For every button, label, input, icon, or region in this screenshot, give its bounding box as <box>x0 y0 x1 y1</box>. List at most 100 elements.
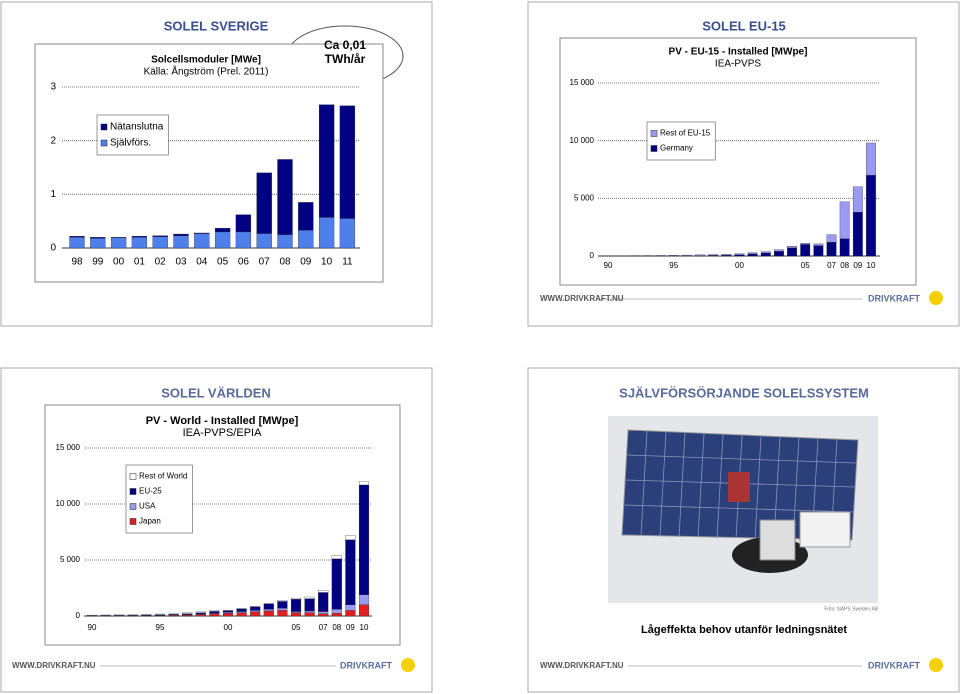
bar <box>214 231 231 249</box>
bar <box>250 611 261 617</box>
bar <box>209 610 220 612</box>
sun-icon <box>929 291 943 305</box>
legend-swatch <box>650 130 658 137</box>
sun-icon <box>401 658 415 672</box>
bar <box>866 175 876 257</box>
y-tick-label: 15 000 <box>570 78 595 87</box>
y-tick-label: 1 <box>50 189 56 200</box>
controller <box>759 519 796 561</box>
bar <box>277 601 288 609</box>
legend-box <box>646 121 716 161</box>
bar <box>173 235 189 249</box>
y-tick-label: 5 000 <box>60 555 81 564</box>
legend-swatch <box>100 139 108 147</box>
chart-title: PV - EU-15 - Installed [MWpe] <box>669 47 808 58</box>
legend-swatch <box>129 503 137 510</box>
bar <box>708 254 719 256</box>
photo-credit: Foto: NAPS Sweden AB <box>824 606 878 612</box>
bar <box>127 614 138 616</box>
legend-box <box>125 464 193 534</box>
x-tick-label: 05 <box>292 623 301 632</box>
bar <box>195 612 206 615</box>
annotation-line: Ca 0,01 <box>324 38 366 52</box>
bar <box>304 612 315 617</box>
bar <box>331 555 342 560</box>
bar <box>114 614 125 616</box>
bar <box>277 608 288 611</box>
legend-swatch <box>650 145 658 152</box>
bar <box>318 592 329 612</box>
x-tick-label: 02 <box>155 257 167 268</box>
x-tick-label: 90 <box>88 623 97 632</box>
footer-url: WWW.DRIVKRAFT.NU <box>540 294 624 303</box>
bar <box>256 172 272 234</box>
bar <box>236 608 247 612</box>
bar <box>263 609 274 612</box>
bar <box>826 234 837 243</box>
bar <box>304 610 315 613</box>
bar <box>263 610 274 617</box>
x-tick-label: 95 <box>669 261 678 270</box>
x-tick-label: 05 <box>801 261 810 270</box>
y-tick-label: 0 <box>76 611 81 620</box>
bar <box>304 598 315 612</box>
y-tick-label: 10 000 <box>570 136 595 145</box>
bar <box>345 610 356 617</box>
bar <box>298 230 314 249</box>
x-tick-label: 98 <box>71 257 83 268</box>
legend-swatch <box>129 518 137 525</box>
legend-box <box>96 114 169 156</box>
bar <box>290 597 302 600</box>
bar <box>721 254 732 256</box>
bar <box>787 246 797 249</box>
bar <box>852 186 863 213</box>
annotation: Ca 0,01 TWh/år <box>324 38 366 66</box>
bar <box>681 254 692 256</box>
bar <box>839 201 850 239</box>
bar <box>209 613 220 617</box>
bar <box>90 237 106 239</box>
y-tick-label: 2 <box>50 135 56 146</box>
legend-swatch <box>129 488 137 495</box>
legend-label: Rest of World <box>139 472 187 481</box>
footer-brand: DRIVKRAFT <box>340 660 392 670</box>
slide-title: SOLEL EU-15 <box>702 18 786 33</box>
footer: WWW.DRIVKRAFT.NU DRIVKRAFT <box>540 291 943 305</box>
bar <box>154 613 166 615</box>
x-tick-label: 10 <box>360 623 369 632</box>
chart-subtitle: Källa: Ångström (Prel. 2011) <box>144 65 269 78</box>
footer-url: WWW.DRIVKRAFT.NU <box>540 661 624 670</box>
bar <box>358 604 370 617</box>
footer-brand: DRIVKRAFT <box>868 660 920 670</box>
bar <box>290 611 302 613</box>
bar <box>668 255 679 256</box>
photo <box>608 416 878 603</box>
bar <box>263 603 274 610</box>
footer: WWW.DRIVKRAFT.NU DRIVKRAFT <box>540 658 943 672</box>
bar <box>331 609 342 614</box>
chart-subtitle: IEA-PVPS <box>715 59 761 70</box>
x-tick-label: 03 <box>175 257 187 268</box>
sun-icon <box>929 658 943 672</box>
x-tick-label: 01 <box>134 257 146 268</box>
x-tick-label: 07 <box>827 261 836 270</box>
footer-url: WWW.DRIVKRAFT.NU <box>12 661 96 670</box>
x-tick-label: 07 <box>319 623 328 632</box>
bar <box>110 237 127 249</box>
x-tick-label: 00 <box>113 257 125 268</box>
bar <box>760 252 771 257</box>
bar <box>214 227 231 233</box>
y-tick-label: 0 <box>50 243 56 254</box>
legend-label: EU-25 <box>139 487 162 496</box>
x-tick-label: 09 <box>853 261 862 270</box>
y-tick-label: 5 000 <box>574 193 595 202</box>
slide-title: SOLEL SVERIGE <box>164 18 269 33</box>
bar <box>774 251 784 257</box>
bar <box>813 245 824 257</box>
legend-label: Nätanslutna <box>110 122 164 133</box>
legend-label: Rest of EU-15 <box>660 129 711 138</box>
bar <box>339 105 356 219</box>
bar <box>277 159 293 235</box>
bar <box>304 596 315 599</box>
